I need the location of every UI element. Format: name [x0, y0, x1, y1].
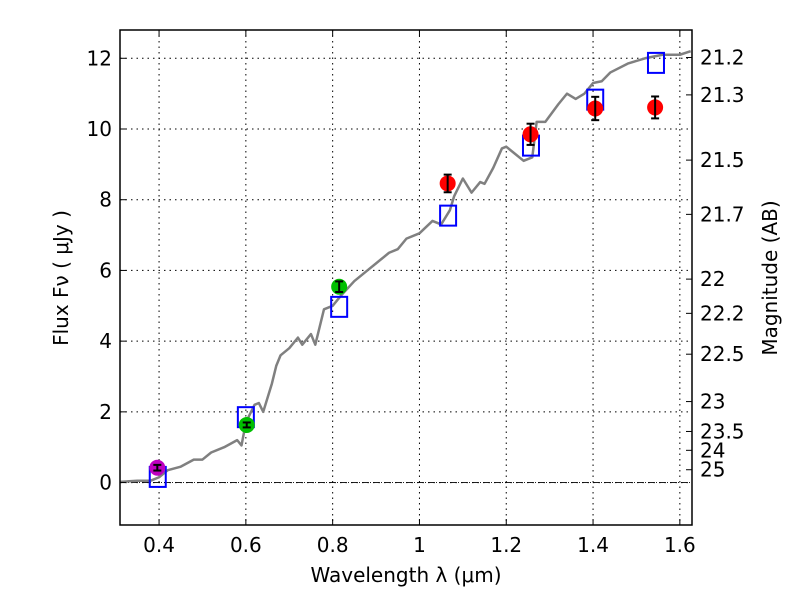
x-tick-label: 0.8 [317, 533, 349, 557]
x-tick-label: 0.6 [230, 533, 262, 557]
x-axis-label: Wavelength λ (μm) [310, 563, 501, 587]
model-square [646, 51, 665, 74]
x-tick-label: 0.4 [143, 533, 175, 557]
model-square [330, 295, 349, 318]
mag-tick-label: 21.7 [700, 202, 745, 226]
x-tick-label: 1.6 [664, 533, 696, 557]
mag-tick-label: 22.2 [700, 301, 745, 325]
right-axis-label: Magnitude (AB) [758, 200, 782, 355]
y-tick-label: 12 [87, 46, 112, 70]
model-square [439, 204, 458, 227]
mag-tick-label: 23.5 [700, 419, 745, 443]
y-tick-label: 4 [99, 329, 112, 353]
plot-marks [119, 50, 692, 488]
x-tick-label: 1.2 [490, 533, 522, 557]
mag-tick-label: 22 [700, 267, 725, 291]
spectrum-line [119, 50, 692, 484]
mag-tick-label: 21.3 [700, 83, 745, 107]
y-axis-label: Flux Fν ( μJy ) [49, 210, 73, 346]
mag-tick-label: 21.5 [700, 148, 745, 172]
mag-tick-label: 23 [700, 390, 725, 414]
y-tick-label: 6 [99, 258, 112, 282]
x-tick-label: 1 [413, 533, 426, 557]
plot-frame [119, 29, 693, 526]
mag-tick-label: 22.5 [700, 342, 745, 366]
mag-tick-label: 24 [700, 438, 725, 462]
y-tick-label: 8 [99, 188, 112, 212]
x-tick-label: 1.4 [577, 533, 609, 557]
grid [120, 30, 692, 525]
y-tick-label: 10 [87, 117, 112, 141]
mag-tick-label: 25 [700, 458, 725, 482]
y-tick-label: 2 [99, 400, 112, 424]
y-tick-label: 0 [99, 471, 112, 495]
mag-tick-label: 21.2 [700, 45, 745, 69]
